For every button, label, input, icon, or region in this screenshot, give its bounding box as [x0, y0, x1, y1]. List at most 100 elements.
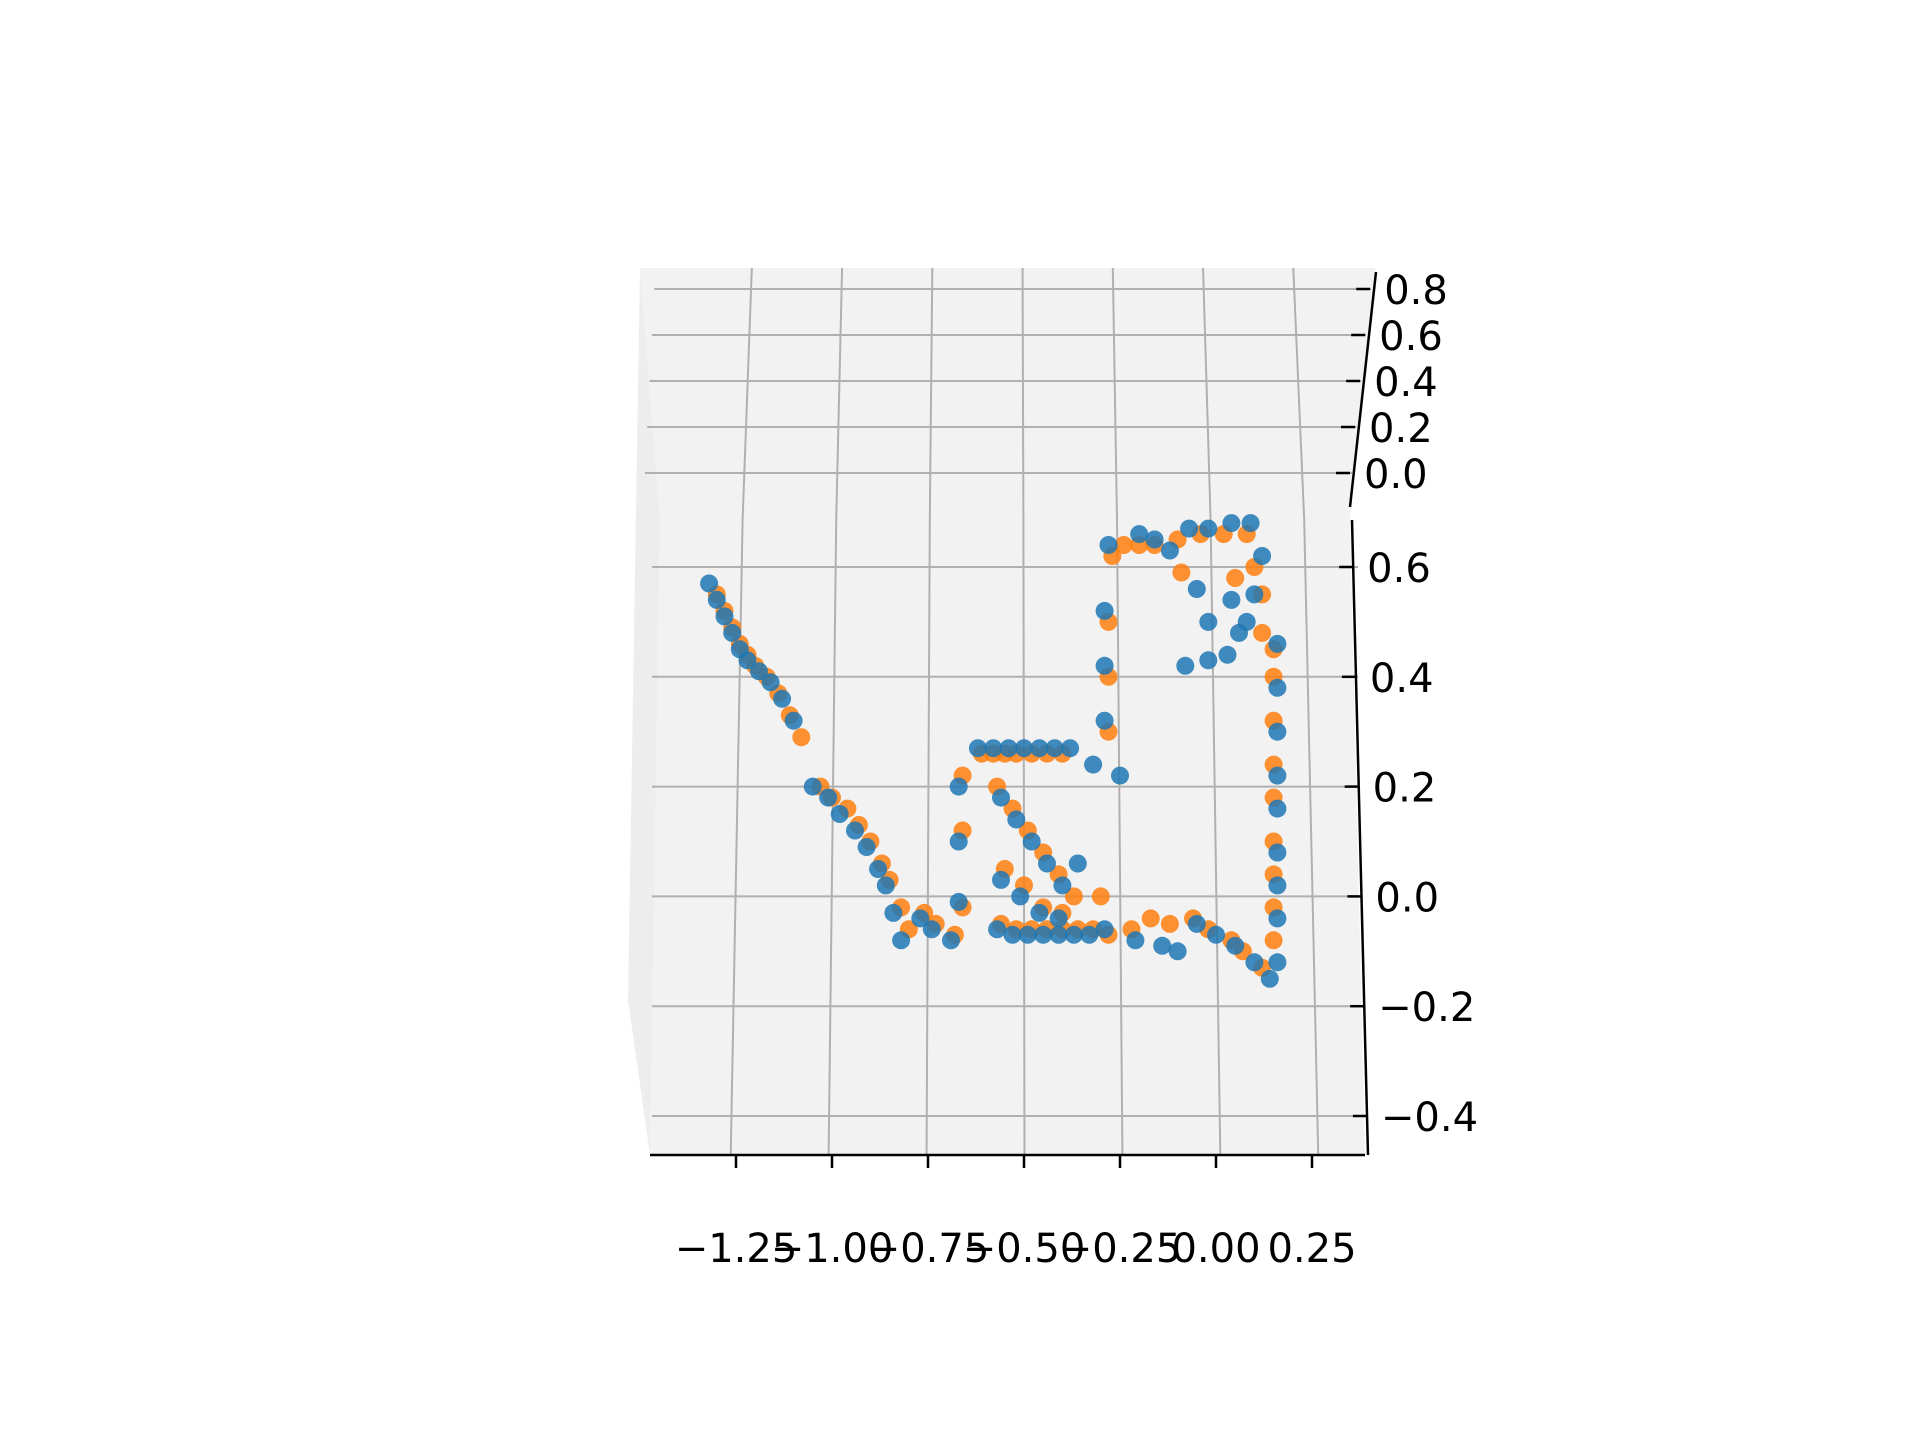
series-2-point-38 [992, 870, 1010, 889]
grid-line-x-6 [1303, 519, 1320, 1156]
series-2-point-35 [1038, 854, 1056, 873]
series-2-point-79 [1245, 585, 1264, 604]
series-2-point-3 [723, 623, 742, 642]
series-2-point-42 [988, 920, 1007, 939]
series-2-point-75 [1268, 876, 1287, 895]
series-2-point-88 [1084, 755, 1103, 774]
series-2-point-18 [892, 931, 911, 950]
series-2-point-5 [738, 651, 757, 670]
series-2-point-58 [1095, 711, 1114, 730]
series-2-point-71 [1268, 722, 1287, 741]
series-2-point-23 [949, 832, 968, 851]
series-2-point-27 [999, 739, 1018, 758]
series-1-point-77 [1264, 931, 1283, 950]
series-2-point-54 [1207, 925, 1225, 944]
z-tick-label-4: 0.8 [1384, 268, 1448, 314]
series-2-point-8 [773, 689, 792, 708]
floor-pane [650, 520, 1365, 1155]
grid-line-back-x-5 [1202, 267, 1212, 521]
series-2-point-60 [1095, 601, 1114, 620]
series-2-point-1 [707, 590, 726, 609]
series-2-point-40 [1030, 903, 1049, 922]
series-2-point-17 [884, 903, 903, 922]
y-tick-label-1: −0.2 [1378, 985, 1475, 1031]
y-tick-label-2: 0.0 [1375, 875, 1439, 921]
series-2-point-44 [1018, 925, 1037, 944]
series-2-point-65 [1180, 519, 1199, 538]
x-tick-label-5: 0.00 [1171, 1226, 1260, 1272]
x-tick-label-6: 0.25 [1267, 1226, 1356, 1272]
z-tick-label-3: 0.6 [1379, 314, 1443, 360]
series-2-point-48 [1080, 925, 1099, 944]
series-2-point-50 [1126, 931, 1145, 950]
series-2-point-22 [949, 892, 968, 911]
series-2-point-28 [1015, 739, 1033, 758]
series-2-point-14 [857, 838, 876, 856]
series-2-point-62 [1130, 525, 1149, 544]
series-2-point-26 [984, 739, 1003, 758]
series-2-point-51 [1153, 936, 1172, 955]
series-2-point-84 [1199, 651, 1218, 670]
grid-line-back-x-4 [1111, 267, 1118, 521]
grid-line-x-1 [827, 519, 838, 1156]
series-2-point-2 [715, 607, 734, 626]
tick-labels: −1.25−1.00−0.75−0.50−0.250.00 0.25 −0.4 −0.… [675, 268, 1478, 1272]
series-2-point-24 [949, 777, 968, 796]
series-2-point-72 [1268, 766, 1287, 785]
x-tick-label-4: −0.25 [1059, 1226, 1182, 1272]
series-2-point-68 [1241, 514, 1260, 533]
series-2-point-19 [911, 909, 930, 928]
data-points [700, 514, 1287, 988]
series-2-point-9 [784, 711, 803, 730]
x-tick-label-0: −1.25 [675, 1226, 798, 1272]
left-pane [628, 268, 660, 1155]
series-1-point-37 [1064, 887, 1083, 906]
z-tick-label-1: 0.2 [1369, 406, 1433, 452]
series-2-point-76 [1268, 909, 1287, 928]
series-2-point-7 [761, 673, 780, 692]
series-2-point-66 [1199, 519, 1218, 538]
series-2-point-39 [1011, 887, 1030, 906]
series-1-point-79 [1253, 623, 1272, 642]
series-2-point-34 [1022, 832, 1041, 851]
series-2-point-47 [1064, 925, 1083, 944]
y-axis-line [1350, 519, 1370, 1156]
series-2-point-78 [1253, 547, 1272, 565]
series-2-point-55 [1226, 936, 1245, 955]
back-pane [640, 268, 1375, 520]
series-2-point-37 [1068, 854, 1087, 873]
y-tick-label-0: −0.4 [1381, 1095, 1478, 1141]
series-2-point-6 [750, 662, 768, 681]
series-2-point-63 [1145, 530, 1164, 549]
series-2-point-85 [1218, 645, 1237, 664]
series-1-point-52 [1160, 914, 1179, 933]
series-1-point-9 [792, 728, 811, 747]
grid-line-back-x-1 [835, 267, 844, 521]
series-2-point-73 [1268, 799, 1287, 818]
series-2-point-59 [1095, 656, 1114, 675]
series-2-point-70 [1268, 678, 1287, 697]
series-2-point-64 [1160, 541, 1179, 560]
grid-line-back-x-0 [741, 267, 753, 521]
series-2-point-52 [1168, 942, 1187, 961]
series-2-point-87 [1199, 612, 1218, 631]
series-1-point-82 [1172, 563, 1191, 582]
series-2-point-11 [819, 788, 838, 807]
y-tick-label-5: 0.6 [1367, 546, 1431, 592]
z-axis-line [1348, 271, 1378, 508]
series-2-point-57 [1260, 969, 1279, 988]
series-2-point-10 [803, 777, 822, 796]
series-2-point-33 [1007, 810, 1026, 829]
grid-line-back-x-6 [1292, 267, 1306, 521]
axes [650, 271, 1378, 1168]
grid-line-x-4 [1116, 519, 1124, 1156]
series-2-point-56 [1245, 953, 1264, 972]
grid-line-x-2 [925, 519, 931, 1156]
series-2-point-43 [1003, 925, 1022, 944]
grid-line-back-x-2 [928, 267, 934, 521]
series-2-point-45 [1034, 925, 1053, 944]
series-2-point-81 [1222, 590, 1241, 609]
series-2-point-25 [968, 739, 987, 758]
series-2-point-89 [1111, 766, 1129, 785]
series-1-point-83 [1091, 887, 1110, 906]
